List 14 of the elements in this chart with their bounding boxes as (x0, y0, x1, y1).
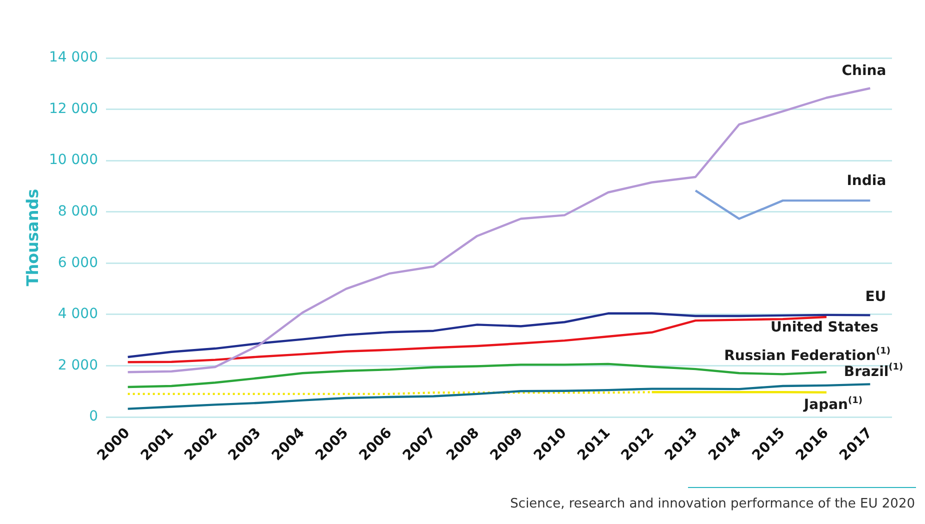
series-label: United States (770, 320, 879, 336)
y-tick-label: 8 000 (58, 204, 98, 220)
y-tick-label: 4 000 (58, 306, 98, 322)
text: Science, research and innovation performance of the EU 2020 (510, 496, 915, 512)
y-axis-title: Thousands (22, 188, 42, 286)
y-tick-label: 2 000 (58, 357, 98, 374)
y-tick-label: 12 000 (49, 100, 98, 117)
y-tick-label: 6 000 (58, 254, 98, 271)
y-tick-label: 10 000 (49, 152, 98, 168)
y-tick-label: 14 000 (49, 50, 98, 66)
series-label: China (842, 62, 886, 79)
series-label: EU (865, 288, 886, 305)
series-label: India (846, 173, 886, 190)
y-tick-label: 0 (89, 408, 98, 425)
